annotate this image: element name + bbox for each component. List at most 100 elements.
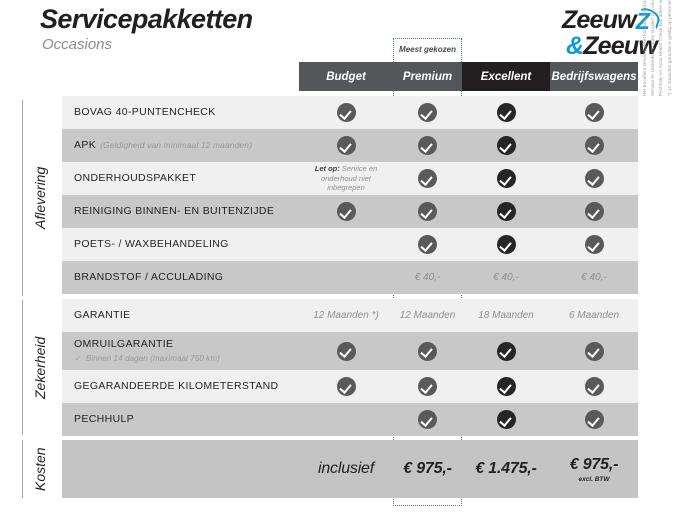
letop-text: Service en onderhoud niet inbegrepen (320, 163, 378, 193)
cell-excellent (462, 96, 550, 129)
check-icon (496, 341, 516, 361)
column-header-budget[interactable]: Budget (299, 62, 393, 91)
footnotes-vertical: Het Excellent servicepakket kan uitsluit… (641, 0, 685, 96)
section-zekerheid: GARANTIE 12 Maanden *) 12 Maanden 18 Maa… (62, 299, 638, 436)
check-icon (584, 235, 604, 254)
cell-premium (393, 403, 462, 436)
check-icon (336, 341, 356, 361)
row-label-subline: ✓ Binnen 14 dagen (maximaal 750 km) (74, 353, 220, 363)
column-header-premium[interactable]: Premium (393, 62, 462, 91)
cell-excellent (462, 228, 550, 261)
check-icon (418, 136, 437, 155)
logo-mark-letter: Z (635, 8, 650, 34)
section-label-zekerheid: Zekerheid (22, 300, 48, 435)
cell-excellent (462, 195, 550, 228)
check-icon (496, 136, 516, 155)
cell-premium (393, 195, 462, 228)
cell-bedrijfswagens (550, 370, 638, 403)
section-label-aflevering: Aflevering (22, 100, 48, 296)
price-cell-premium: € 975,- (393, 440, 462, 498)
check-icon (418, 103, 437, 122)
letop-bold: Let op: (314, 163, 340, 173)
check-icon (496, 410, 516, 429)
check-icon (336, 103, 356, 122)
cell-bedrijfswagens (550, 228, 638, 261)
check-icon (418, 235, 437, 254)
row-label: BOVAG 40-PUNTENCHECK (74, 105, 216, 118)
check-icon (584, 410, 604, 429)
footnote-line-4: *) 12 maanden garantie is geldig op pers… (666, 0, 674, 96)
cell-premium (393, 228, 462, 261)
check-icon (336, 377, 356, 396)
logo-line-2: &Zeeuw (565, 32, 658, 60)
check-icon (496, 103, 516, 122)
row-label: REINIGING BINNEN- EN BUITENZIJDE (74, 204, 275, 217)
footnote-line-2: Service en Uitdeuken zonder spuiten zijn… (649, 0, 657, 96)
most-chosen-badge: Meest gekozen (399, 44, 456, 54)
price-row: inclusief € 975,- € 1.475,- € 975,- excl… (62, 440, 638, 498)
footnote-line-1: Het Excellent servicepakket kan uitsluit… (641, 0, 649, 96)
row-label: PECHHULP (74, 412, 134, 425)
check-icon (418, 410, 437, 429)
check-icon (496, 202, 516, 221)
footnote-line-3: Pechhulp en Accu Health Check kan alleen… (657, 0, 665, 96)
table-row: BRANDSTOF / ACCULADING € 40,- € 40,- € 4… (62, 261, 638, 294)
check-icon (418, 377, 437, 396)
cell-budget: Let op: Service en onderhoud niet inbegr… (299, 162, 393, 195)
price-value: € 975,- (569, 455, 619, 473)
cell-premium (393, 129, 462, 162)
cell-bedrijfswagens: 6 Maanden (568, 310, 620, 321)
cell-excellent (462, 162, 550, 195)
price-value: € 975,- (403, 460, 452, 477)
logo-swoosh-icon: Z (633, 5, 662, 34)
cell-budget (299, 96, 393, 129)
cell-bedrijfswagens: € 40,- (581, 272, 607, 283)
page-subtitle: Occasions (42, 36, 113, 53)
table-row: GEGARANDEERDE KILOMETERSTAND (62, 370, 638, 403)
check-icon (418, 169, 437, 188)
cell-excellent: € 40,- (493, 272, 519, 283)
check-icon (584, 169, 604, 188)
cell-excellent: 18 Maanden (478, 310, 534, 321)
check-icon (496, 235, 516, 254)
check-icon (584, 377, 604, 396)
cell-budget (299, 228, 393, 261)
cell-premium (393, 96, 462, 129)
column-header-bedrijfswagens[interactable]: Bedrijfswagens (550, 62, 638, 91)
cell-budget (299, 129, 393, 162)
cell-excellent (462, 129, 550, 162)
check-icon (584, 341, 604, 361)
column-header-excellent[interactable]: Excellent (462, 62, 550, 91)
row-label: APK (Geldigheid van minimaal 12 maanden) (74, 138, 253, 151)
logo-ampersand: & (565, 32, 584, 60)
row-label: ONDERHOUDSPAKKET (74, 171, 197, 184)
table-row: PECHHULP (62, 403, 638, 436)
row-label: GEGARANDEERDE KILOMETERSTAND (74, 379, 279, 392)
price-cell-budget: inclusief (299, 440, 393, 498)
check-icon (496, 377, 516, 396)
check-icon (496, 169, 516, 188)
page-header: Servicepakketten Occasions Zeeuw Z &Zeeuw (0, 0, 685, 60)
page-title: Servicepakketten (40, 4, 253, 34)
section-aflevering: BOVAG 40-PUNTENCHECK APK (Geldigheid van … (62, 96, 638, 294)
row-label: POETS- / WAXBEHANDELING (74, 237, 229, 250)
row-label: GARANTIE (74, 308, 131, 321)
table-row: OMRUILGARANTIE ✓ Binnen 14 dagen (maximaa… (62, 332, 638, 370)
price-cell-excellent: € 1.475,- (462, 440, 550, 498)
table-row: POETS- / WAXBEHANDELING (62, 228, 638, 261)
cell-budget: 12 Maanden *) (313, 310, 379, 321)
small-check-icon: ✓ (74, 353, 81, 363)
cell-premium (393, 332, 462, 370)
row-label-note: (Geldigheid van minimaal 12 maanden) (100, 139, 253, 150)
section-kosten: inclusief € 975,- € 1.475,- € 975,- excl… (62, 440, 638, 498)
cell-premium (393, 370, 462, 403)
cell-excellent (462, 332, 550, 370)
cell-bedrijfswagens (550, 96, 638, 129)
cell-budget (299, 332, 393, 370)
logo-word-zeeuw-2: Zeeuw (583, 32, 658, 60)
cell-premium: 12 Maanden (399, 310, 456, 321)
row-label: BRANDSTOF / ACCULADING (74, 270, 224, 283)
check-icon (584, 136, 604, 155)
table-row: REINIGING BINNEN- EN BUITENZIJDE (62, 195, 638, 228)
cell-budget (299, 261, 393, 294)
